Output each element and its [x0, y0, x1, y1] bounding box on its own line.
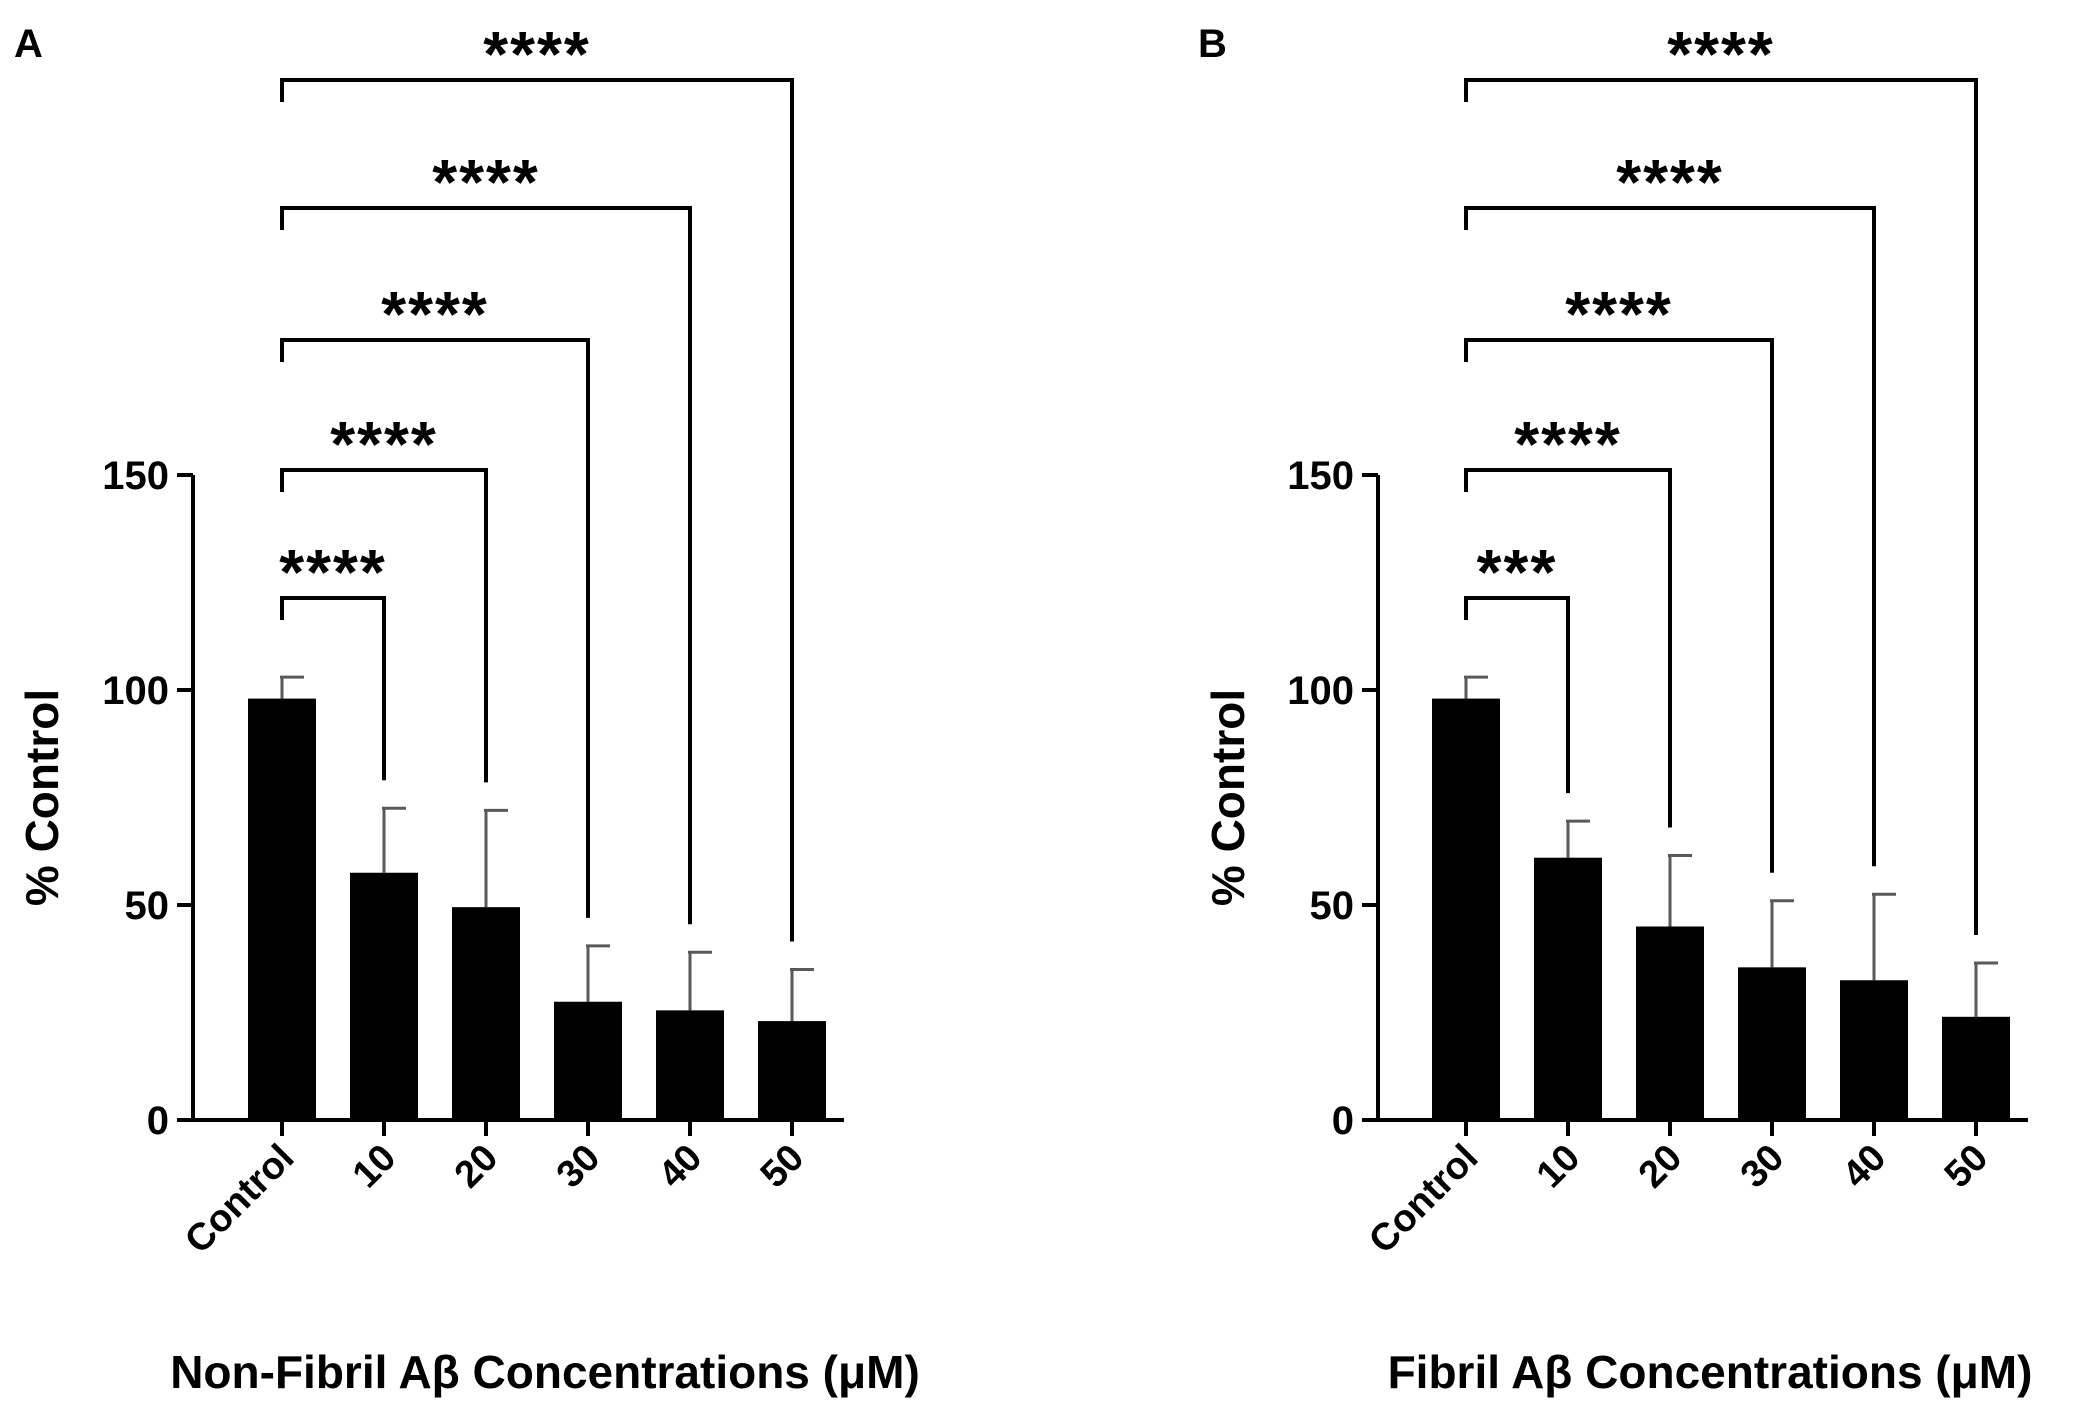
- significance-bracket: [1464, 78, 1978, 936]
- x-axis-label: Fibril Aβ Concentrations (μM): [1388, 1346, 2033, 1398]
- x-tick-label: Control: [177, 1137, 302, 1262]
- bar: [1636, 926, 1704, 1120]
- significance-label: ****: [279, 536, 387, 608]
- significance-label: ****: [1514, 408, 1622, 480]
- x-tick-label: 40: [1835, 1137, 1895, 1197]
- x-tick-label: 10: [345, 1137, 405, 1197]
- significance-bracket: [280, 338, 590, 918]
- panel-b: B 0 50 100 150 % Control Control 10 20 30 40 50 Fibr…: [1198, 18, 2032, 1398]
- significance-label: ****: [1616, 146, 1724, 218]
- y-tick-label: 150: [102, 454, 169, 498]
- significance-bracket: [1464, 338, 1774, 873]
- y-tick-label: 100: [1287, 669, 1354, 713]
- bar: [656, 1010, 724, 1120]
- significance-bracket: [1464, 206, 1876, 867]
- bar: [1840, 980, 1908, 1120]
- x-tick-label: 10: [1529, 1137, 1589, 1197]
- y-axis-label: % Control: [1202, 689, 1254, 906]
- panel-letter: A: [14, 22, 43, 66]
- bar: [248, 698, 316, 1120]
- bar: [1738, 967, 1806, 1120]
- x-tick-label: 40: [651, 1137, 711, 1197]
- y-tick-label: 50: [125, 884, 170, 928]
- y-tick-label: 50: [1310, 884, 1355, 928]
- bar: [1534, 857, 1602, 1120]
- bar: [350, 872, 418, 1120]
- bar: [1942, 1016, 2010, 1120]
- significance-bracket: [1464, 596, 1570, 794]
- x-tick-label: 30: [1733, 1137, 1793, 1197]
- y-axis-label: % Control: [16, 689, 68, 906]
- x-tick-label: 50: [753, 1137, 813, 1197]
- bar: [1432, 698, 1500, 1120]
- significance-bracket: [280, 596, 386, 781]
- x-tick-label: 50: [1937, 1137, 1997, 1197]
- bar: [452, 907, 520, 1120]
- significance-label: ****: [483, 18, 591, 90]
- panel-a: A 0 50 100 150 % Control Control 10 20 30 40 50 Non-…: [14, 18, 920, 1398]
- significance-label: ****: [381, 278, 489, 350]
- y-tick-label: 0: [147, 1099, 169, 1143]
- x-tick-label: Control: [1361, 1137, 1486, 1262]
- significance-label: ***: [1477, 536, 1558, 608]
- significance-bracket: [280, 468, 488, 783]
- significance-bracket: [280, 78, 794, 942]
- significance-label: ****: [432, 146, 540, 218]
- x-tick-label: 20: [447, 1137, 507, 1197]
- panel-letter: B: [1198, 22, 1227, 66]
- x-axis-label: Non-Fibril Aβ Concentrations (μM): [170, 1346, 920, 1398]
- x-tick-label: 20: [1631, 1137, 1691, 1197]
- bar: [758, 1021, 826, 1120]
- y-tick-label: 0: [1332, 1099, 1354, 1143]
- bar: [554, 1001, 622, 1120]
- y-tick-label: 100: [102, 669, 169, 713]
- significance-bracket: [280, 206, 692, 925]
- y-tick-label: 150: [1287, 454, 1354, 498]
- significance-label: ****: [330, 408, 438, 480]
- significance-label: ****: [1565, 278, 1673, 350]
- significance-bracket: [1464, 468, 1672, 828]
- x-tick-label: 30: [549, 1137, 609, 1197]
- significance-label: ****: [1667, 18, 1775, 90]
